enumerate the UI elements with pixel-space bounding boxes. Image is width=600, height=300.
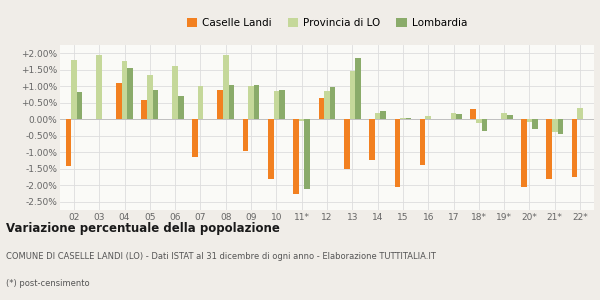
Bar <box>142 100 147 119</box>
Bar <box>470 109 476 119</box>
Bar <box>172 66 178 119</box>
Bar <box>577 108 583 119</box>
Bar <box>243 119 248 151</box>
Bar <box>122 61 127 119</box>
Bar <box>502 113 507 119</box>
Bar <box>248 86 254 119</box>
Bar <box>330 87 335 119</box>
Text: Variazione percentuale della popolazione: Variazione percentuale della popolazione <box>6 222 280 235</box>
Bar <box>192 119 197 157</box>
Bar <box>476 119 482 122</box>
Bar <box>65 119 71 166</box>
Bar <box>507 115 512 119</box>
Bar <box>77 92 82 119</box>
Bar <box>420 119 425 165</box>
Bar <box>274 91 279 119</box>
Bar <box>293 119 299 194</box>
Bar <box>552 119 557 132</box>
Bar <box>350 71 355 119</box>
Bar <box>217 90 223 119</box>
Text: COMUNE DI CASELLE LANDI (LO) - Dati ISTAT al 31 dicembre di ogni anno - Elaboraz: COMUNE DI CASELLE LANDI (LO) - Dati ISTA… <box>6 252 436 261</box>
Bar <box>527 119 532 122</box>
Bar <box>572 119 577 177</box>
Bar <box>223 55 229 119</box>
Bar <box>197 86 203 119</box>
Bar <box>127 68 133 119</box>
Bar <box>324 91 330 119</box>
Bar <box>268 119 274 179</box>
Bar <box>116 83 122 119</box>
Bar <box>97 55 102 119</box>
Bar <box>482 119 487 131</box>
Bar <box>425 116 431 119</box>
Bar <box>304 119 310 188</box>
Bar <box>152 90 158 119</box>
Bar <box>557 119 563 134</box>
Bar <box>147 75 152 119</box>
Legend: Caselle Landi, Provincia di LO, Lombardia: Caselle Landi, Provincia di LO, Lombardi… <box>182 14 472 32</box>
Bar <box>451 112 457 119</box>
Bar <box>369 119 375 160</box>
Bar <box>279 89 285 119</box>
Bar <box>395 119 400 187</box>
Bar <box>319 98 324 119</box>
Bar <box>299 119 304 121</box>
Bar <box>254 85 259 119</box>
Bar <box>229 85 234 119</box>
Bar <box>344 119 350 169</box>
Bar <box>178 96 184 119</box>
Bar <box>521 119 527 187</box>
Bar <box>71 60 77 119</box>
Bar <box>380 111 386 119</box>
Bar <box>355 58 361 119</box>
Bar <box>406 118 411 119</box>
Bar <box>547 119 552 178</box>
Text: (*) post-censimento: (*) post-censimento <box>6 279 89 288</box>
Bar <box>457 114 462 119</box>
Bar <box>532 119 538 129</box>
Bar <box>375 112 380 119</box>
Bar <box>400 118 406 119</box>
